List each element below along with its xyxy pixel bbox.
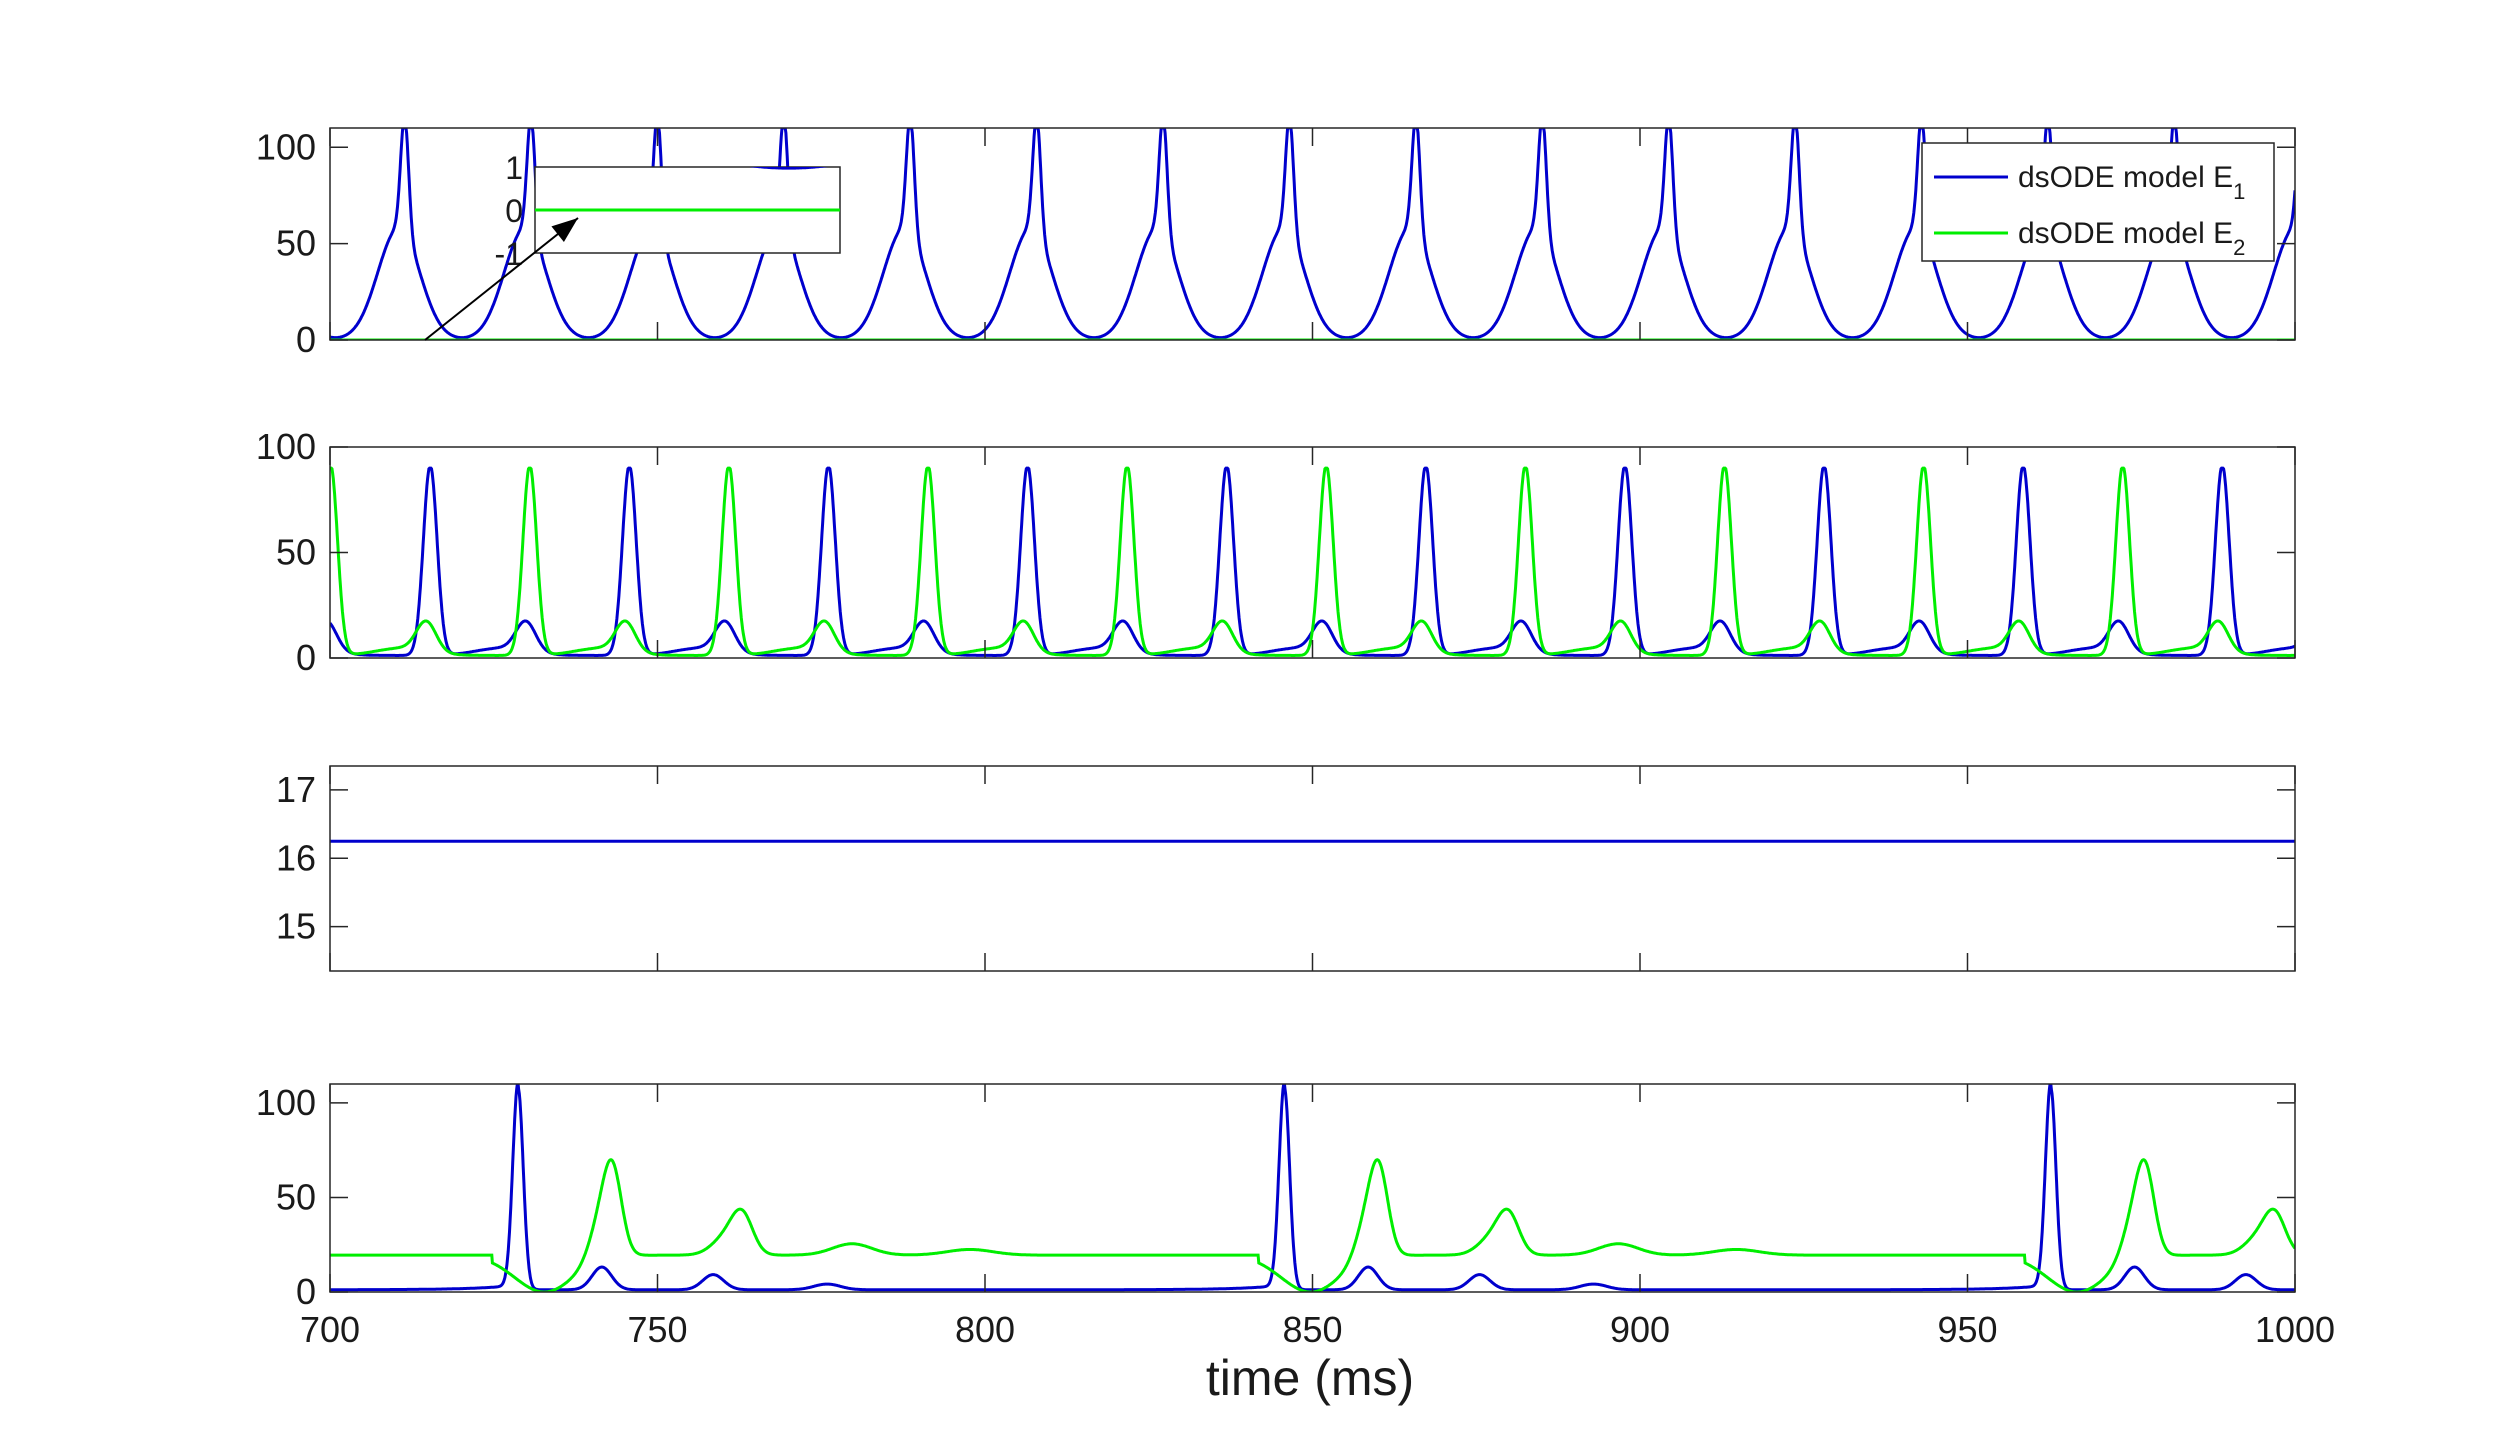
x-tick-label: 950 [1937,1309,1997,1350]
y-tick-label: 0 [296,1271,316,1312]
panel-2: 0 50 100 [256,426,2296,678]
x-tick-label: 700 [300,1309,360,1350]
inset-plot [535,167,840,212]
legend-subscript: 1 [2233,179,2245,204]
x-tick-label: 850 [1282,1309,1342,1350]
inset-y-tick-label: 0 [505,193,523,229]
x-tick-label: 800 [955,1309,1015,1350]
annotation-arrow [424,217,579,341]
legend-subscript: 2 [2233,235,2245,260]
y-tick-label: 0 [296,637,316,678]
y-tick-label: 16 [276,837,316,878]
legend-box [1921,142,2275,262]
y-tick-label: 50 [276,532,316,573]
inset: 1 0 -1 [424,150,841,341]
inset-y-tick-label: -1 [495,236,523,272]
panel-3: 15 16 17 [276,765,2296,972]
y-tick-label: 17 [276,769,316,810]
y-tick-label: 15 [276,906,316,947]
x-tick-label: 750 [627,1309,687,1350]
annotation-arrowhead [551,218,578,243]
panel-4: 0 50 100 700 750 800 850 900 950 1000 [256,1082,2335,1350]
x-axis-label: time (ms) [1206,1350,1414,1406]
x-tick-label: 900 [1610,1309,1670,1350]
y-tick-label: 100 [256,426,316,467]
x-tick-label: 1000 [2255,1309,2335,1350]
y-tick-label: 0 [296,319,316,360]
inset-y-tick-label: 1 [505,150,523,186]
y-tick-label: 100 [256,1082,316,1123]
y-tick-label: 50 [276,223,316,264]
y-tick-label: 50 [276,1176,316,1217]
inset-series-e1 [749,167,828,170]
y-tick-label: 100 [256,126,316,167]
